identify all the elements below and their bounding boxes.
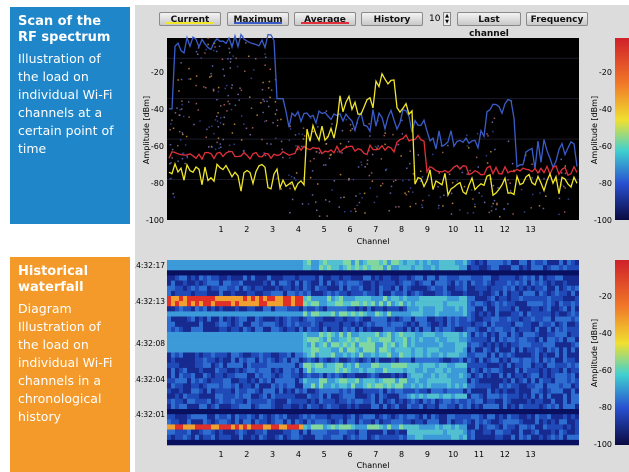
spectrum-x-tick: 5 <box>322 225 327 234</box>
waterfall-panel-text: Diagram Illustration of the load on indi… <box>18 301 113 424</box>
spectrum-x-tick: 11 <box>474 225 484 234</box>
spectrum-y-tick: -100 <box>146 216 164 225</box>
spinner-arrows-icon[interactable]: ▲ ▼ <box>443 12 451 26</box>
average-button-label: Average <box>304 15 346 25</box>
spectrum-x-tick: 9 <box>425 225 430 234</box>
spectrum-x-tick: 3 <box>270 225 275 234</box>
average-button[interactable]: Average <box>294 12 356 26</box>
history-count-value: 10 <box>429 14 441 24</box>
spectrum-x-tick: 4 <box>296 225 301 234</box>
maximum-color-indicator <box>234 22 282 24</box>
waterfall-color-scale <box>615 260 629 445</box>
waterfall-timestamp: 14:32:01 <box>135 410 165 419</box>
maximum-button-label: Maximum <box>233 15 283 25</box>
waterfall-x-tick: 11 <box>474 450 484 459</box>
spectrum-x-tick: 1 <box>218 225 223 234</box>
spectrum-x-tick: 12 <box>500 225 510 234</box>
waterfall-x-tick: 3 <box>270 450 275 459</box>
waterfall-panel-title: Historical waterfall <box>18 264 89 295</box>
spectrum-description-panel: Scan of the RF spectrum Illustration of … <box>10 7 130 224</box>
history-count-spinner[interactable]: 10 ▲ ▼ <box>429 12 451 26</box>
frequency-button-label: Frequency <box>530 15 584 25</box>
spectrum-y-tick: -80 <box>151 179 164 188</box>
waterfall-x-tick: 13 <box>526 450 536 459</box>
average-color-indicator <box>301 22 349 24</box>
waterfall-x-tick: 5 <box>322 450 327 459</box>
waterfall-timestamp: 14:32:17 <box>135 261 165 270</box>
waterfall-x-tick: 7 <box>373 450 378 459</box>
waterfall-scale-tick: -40 <box>599 329 612 338</box>
waterfall-x-axis-label: Channel <box>357 461 390 469</box>
maximum-button[interactable]: Maximum <box>227 12 289 26</box>
history-button[interactable]: History <box>361 12 423 26</box>
waterfall-x-tick: 4 <box>296 450 301 459</box>
spectrum-x-axis-label: Channel <box>357 237 390 246</box>
spectrum-y-tick: -40 <box>151 105 164 114</box>
spectrum-scale-tick: -40 <box>599 105 612 114</box>
spectrum-scale-tick: -60 <box>599 142 612 151</box>
waterfall-description-panel: Historical waterfall Diagram Illustratio… <box>10 257 130 472</box>
spectrum-x-tick: 7 <box>373 225 378 234</box>
waterfall-scale-tick: -60 <box>599 366 612 375</box>
history-button-label: History <box>373 15 411 25</box>
spectrum-plot-area <box>167 38 579 220</box>
spectrum-panel-text: Illustration of the load on individual W… <box>18 51 114 156</box>
waterfall-timestamp: 14:32:08 <box>135 339 165 348</box>
spectrum-x-tick: 8 <box>399 225 404 234</box>
maximum-trace <box>169 33 578 170</box>
waterfall-scale-label: Amplitude [dBm] <box>590 319 599 387</box>
waterfall-scale-tick: -80 <box>599 403 612 412</box>
waterfall-x-tick: 8 <box>399 450 404 459</box>
current-button-label: Current <box>170 15 210 25</box>
waterfall-x-tick: 1 <box>218 450 223 459</box>
spectrum-y-axis-label: Amplitude [dBm] <box>142 96 151 164</box>
waterfall-x-tick: 12 <box>500 450 510 459</box>
waterfall-scale-tick: -20 <box>599 292 612 301</box>
waterfall-x-tick: 9 <box>425 450 430 459</box>
last-channel-button[interactable]: Last channel <box>457 12 521 39</box>
current-color-indicator <box>166 22 214 24</box>
waterfall-timestamp: 14:32:13 <box>135 297 165 306</box>
average-trace <box>168 133 578 177</box>
spectrum-x-tick: 6 <box>347 225 352 234</box>
spectrum-scale-tick: -80 <box>599 179 612 188</box>
spectrum-analyzer-window: Current Maximum Average History 10 ▲ ▼ La… <box>135 5 629 472</box>
spectrum-x-tick: 10 <box>448 225 458 234</box>
waterfall-timestamp: 14:32:04 <box>135 375 165 384</box>
waterfall-scale-tick: -100 <box>594 440 612 449</box>
current-button[interactable]: Current <box>159 12 221 26</box>
spectrum-y-tick: -20 <box>151 68 164 77</box>
spectrum-x-tick: 13 <box>526 225 536 234</box>
spectrum-scale-tick: -20 <box>599 68 612 77</box>
last-channel-button-label: Last channel <box>469 15 509 39</box>
spectrum-y-tick: -60 <box>151 142 164 151</box>
spectrum-x-tick: 2 <box>244 225 249 234</box>
spectrum-panel-title: Scan of the RF spectrum <box>18 14 111 45</box>
spectrum-color-scale <box>615 38 629 220</box>
waterfall-x-tick: 6 <box>347 450 352 459</box>
waterfall-chart: 14:32:17 14:32:13 14:32:08 14:32:04 14:3… <box>135 260 629 469</box>
waterfall-x-tick: 10 <box>448 450 458 459</box>
waterfall-x-tick: 2 <box>244 450 249 459</box>
spectrum-scale-label: Amplitude [dBm] <box>590 96 599 164</box>
frequency-button[interactable]: Frequency <box>526 12 588 26</box>
spectrum-scale-tick: -100 <box>594 216 612 225</box>
current-trace <box>168 72 578 198</box>
